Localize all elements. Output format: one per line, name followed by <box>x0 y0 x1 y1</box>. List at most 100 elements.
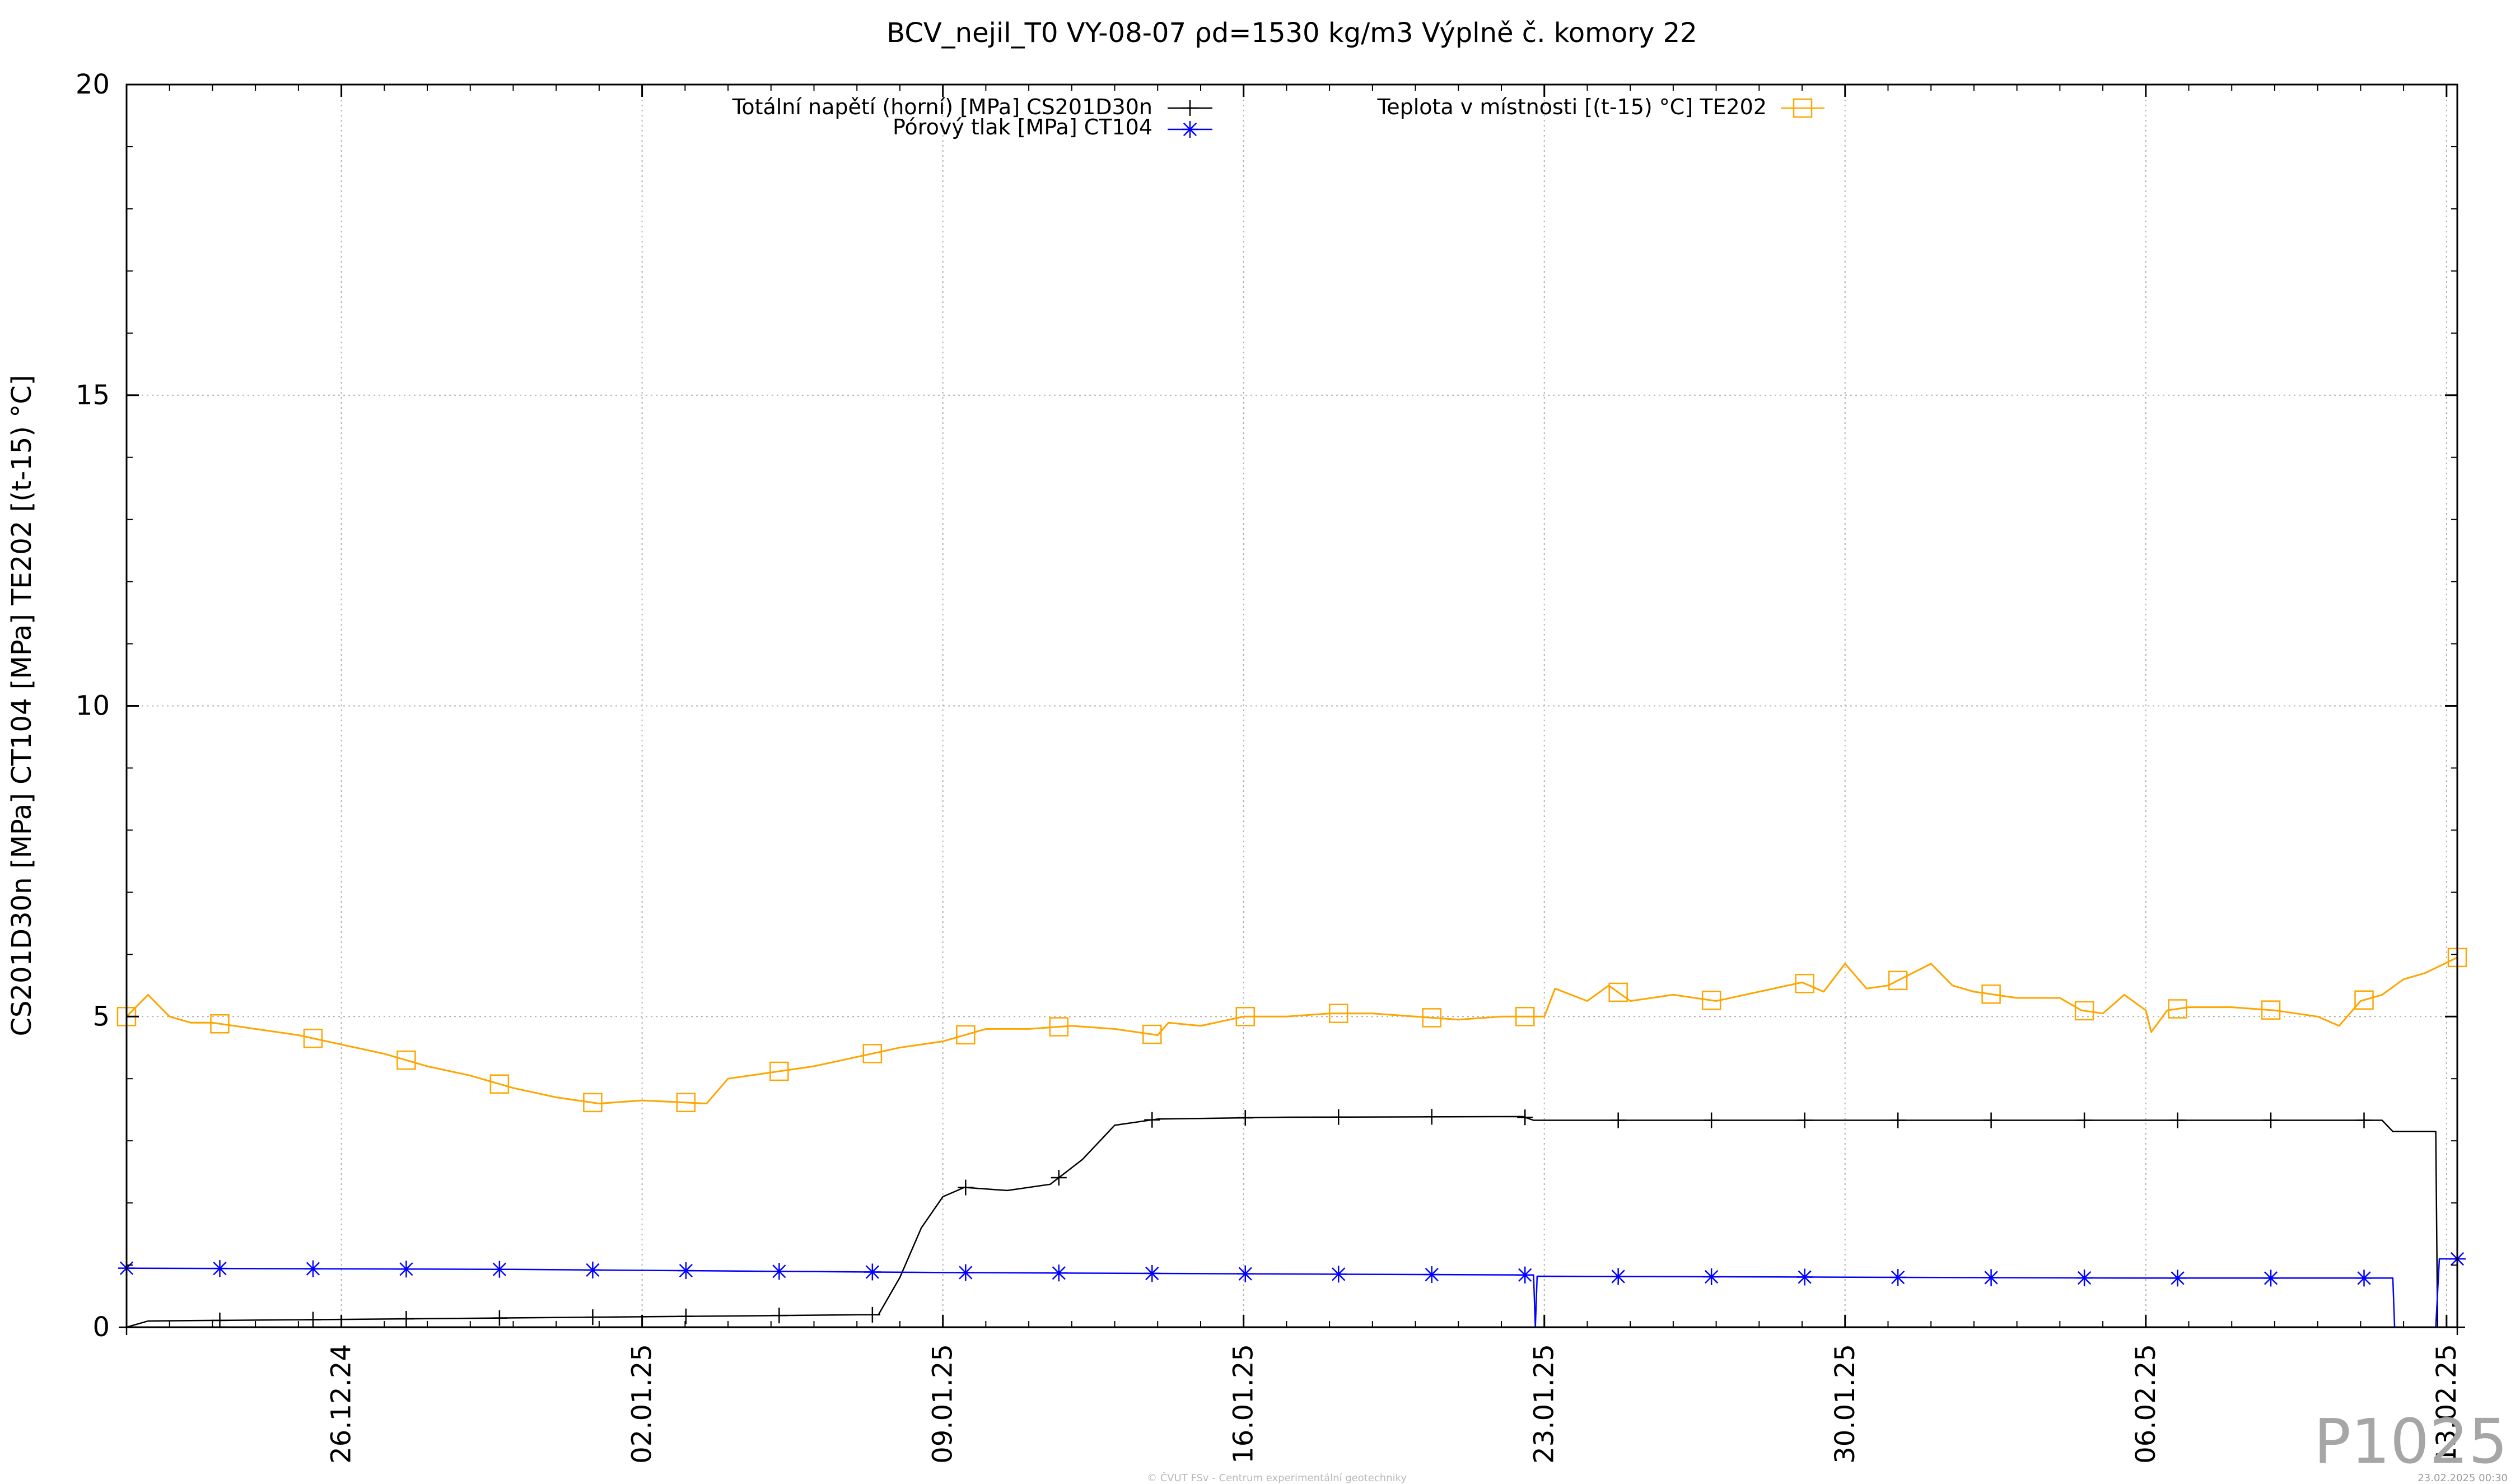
marker-stroke <box>1238 1267 1252 1281</box>
data-point <box>2076 1270 2093 1287</box>
data-point <box>1982 1269 2000 1286</box>
marker-stroke <box>1798 1270 1812 1284</box>
marker-stroke <box>303 1028 323 1048</box>
marker-stroke <box>2354 990 2374 1010</box>
marker-stroke <box>1183 122 1197 137</box>
marker-stroke <box>1142 1024 1162 1044</box>
marker-stroke <box>586 1263 600 1277</box>
x-tick-label: 23.01.25 <box>1529 1344 1560 1464</box>
legend-label: Teplota v místnosti [(t-15) °C] TE202 <box>1376 95 1767 119</box>
marker-stroke <box>399 1262 413 1276</box>
data-point <box>211 1260 228 1277</box>
x-tick-label: 30.01.25 <box>1830 1344 1861 1464</box>
legend-marker <box>1182 100 1198 116</box>
data-point <box>1890 1112 1906 1128</box>
data-point <box>2261 1000 2281 1020</box>
data-point <box>303 1028 323 1048</box>
data-point <box>1609 1268 1627 1285</box>
marker-stroke <box>1049 1017 1069 1037</box>
marker-stroke <box>1701 991 1721 1010</box>
data-point <box>2355 1270 2373 1287</box>
marker-stroke <box>862 1044 883 1063</box>
data-point <box>1422 1008 1441 1028</box>
footer-credit: © ČVUT FSv - Centrum experimentální geot… <box>1147 1472 1407 1484</box>
marker-stroke <box>772 1264 786 1278</box>
series-square <box>116 948 2467 1113</box>
data-point <box>1237 1110 1253 1126</box>
marker-stroke <box>1705 1270 1719 1284</box>
y-tick-label: 0 <box>92 1312 110 1343</box>
marker-stroke <box>213 1261 227 1276</box>
data-point <box>864 1306 880 1323</box>
marker-stroke <box>2357 1271 2371 1285</box>
data-point <box>2356 1112 2372 1128</box>
data-point <box>1236 1265 1254 1282</box>
marker-stroke <box>2171 1271 2185 1285</box>
marker-stroke <box>396 1050 416 1070</box>
data-point <box>489 1074 510 1094</box>
marker-stroke <box>1328 1004 1348 1023</box>
marker-stroke <box>1518 1268 1532 1282</box>
legend-entry: Pórový tlak [MPa] CT104 <box>893 115 1212 139</box>
legend-entry: Teplota v místnosti [(t-15) °C] TE202 <box>1376 95 1824 119</box>
data-point <box>676 1093 696 1113</box>
marker-stroke <box>583 1093 603 1113</box>
legend-marker <box>1793 98 1813 118</box>
data-point <box>396 1050 416 1070</box>
marker-stroke <box>2077 1271 2092 1285</box>
data-point <box>771 1308 787 1324</box>
marker-stroke <box>1332 1267 1346 1281</box>
marker-stroke <box>1515 1007 1535 1026</box>
data-point <box>491 1261 508 1278</box>
data-point <box>678 1308 694 1324</box>
x-tick-label: 06.02.25 <box>2130 1344 2162 1464</box>
series-layer <box>116 948 2467 1335</box>
data-point <box>864 1263 881 1281</box>
data-point <box>304 1260 321 1277</box>
marker-stroke <box>1425 1267 1439 1282</box>
data-point <box>1981 984 2001 1004</box>
marker-stroke <box>1795 973 1814 993</box>
data-point <box>1703 1268 1720 1285</box>
marker-stroke <box>210 1014 230 1034</box>
y-tick-label: 10 <box>76 690 110 722</box>
data-point <box>1795 973 1814 993</box>
chart-title: BCV_nejil_T0 VY-08-07 ρd=1530 kg/m3 Výpl… <box>886 17 1697 49</box>
data-point <box>771 1263 788 1280</box>
data-point <box>2262 1270 2280 1287</box>
data-point <box>1331 1109 1347 1125</box>
data-point <box>1888 970 1908 991</box>
marker-stroke <box>769 1061 789 1081</box>
marker-stroke <box>489 1074 510 1094</box>
legend: Totální napětí (horní) [MPa] CS201D30nPó… <box>732 95 1824 139</box>
y-axis-label: CS201D30n [MPa] CT104 [MPa] TE202 [(t-15… <box>6 375 38 1036</box>
data-point <box>2169 1112 2186 1128</box>
data-point <box>1423 1266 1440 1284</box>
data-point <box>1610 1112 1626 1128</box>
series-line <box>126 1116 2457 1328</box>
data-point <box>1704 1112 1720 1128</box>
series-line <box>126 1258 2457 1328</box>
data-point <box>398 1311 414 1327</box>
data-point <box>1517 1109 1533 1126</box>
data-point <box>1796 1112 1813 1128</box>
legend-label: Pórový tlak [MPa] CT104 <box>893 115 1152 139</box>
data-point <box>1049 1017 1069 1037</box>
series-line <box>125 956 2458 1105</box>
data-point <box>2168 999 2187 1019</box>
marker-stroke <box>1422 1008 1441 1028</box>
legend-label: Totální napětí (horní) [MPa] CS201D30n <box>732 95 1152 119</box>
x-tick-label: 13.02.25 <box>2431 1344 2462 1464</box>
x-tick-label: 09.01.25 <box>927 1344 959 1464</box>
marker-stroke <box>1052 1266 1066 1280</box>
x-tick-label: 02.01.25 <box>627 1344 658 1464</box>
y-tick-label: 5 <box>92 1001 110 1032</box>
data-point <box>1983 1112 1999 1128</box>
data-point <box>1608 982 1628 1002</box>
marker-stroke <box>1608 982 1628 1002</box>
marker-stroke <box>2264 1271 2278 1285</box>
marker-stroke <box>1888 970 1908 991</box>
legend-entry: Totální napětí (horní) [MPa] CS201D30n <box>732 95 1212 119</box>
data-point <box>1515 1007 1535 1026</box>
